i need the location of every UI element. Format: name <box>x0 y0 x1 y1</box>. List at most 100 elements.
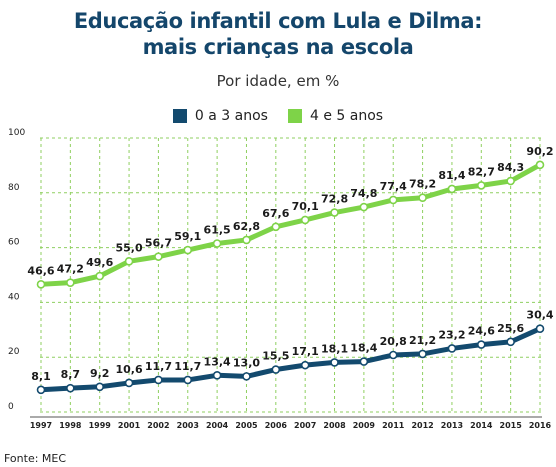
data-label: 13,4 <box>204 355 231 368</box>
data-point <box>36 385 46 395</box>
data-point <box>242 235 251 245</box>
chart-title: Educação infantil com Lula e Dilma: mais… <box>0 8 556 60</box>
data-point <box>388 350 398 360</box>
data-label: 15,5 <box>262 350 289 363</box>
x-tick-label: 2014 <box>470 421 493 430</box>
data-label: 67,6 <box>262 207 289 220</box>
x-tick-label: 2009 <box>353 421 376 430</box>
data-point <box>476 181 486 190</box>
data-point <box>506 337 515 347</box>
data-label: 9,2 <box>90 367 110 380</box>
data-point <box>388 195 398 205</box>
y-tick-label: 20 <box>8 347 20 357</box>
data-label: 46,6 <box>27 264 54 277</box>
data-label: 18,1 <box>321 342 348 355</box>
y-tick-label: 100 <box>8 128 25 138</box>
data-label: 56,7 <box>145 237 172 250</box>
data-point <box>535 324 545 334</box>
data-label: 78,2 <box>409 178 436 191</box>
series-line <box>38 162 543 287</box>
data-label: 81,4 <box>438 169 465 182</box>
data-label: 49,6 <box>86 256 113 269</box>
x-tick-label: 2016 <box>529 421 552 430</box>
data-point <box>154 375 163 385</box>
data-point <box>300 215 310 225</box>
y-tick-label: 60 <box>8 238 20 248</box>
data-point <box>330 208 339 217</box>
data-label: 90,2 <box>526 145 553 158</box>
data-label: 20,8 <box>380 335 407 348</box>
data-point <box>359 357 369 366</box>
data-point <box>124 378 134 388</box>
series-line <box>38 326 543 393</box>
legend-label-0-3: 0 a 3 anos <box>194 108 268 124</box>
data-label: 30,4 <box>526 309 553 322</box>
chart-title-line-2: mais crianças na escola <box>142 35 414 59</box>
data-label: 24,6 <box>468 325 495 338</box>
data-label: 11,7 <box>174 360 201 373</box>
data-label: 74,8 <box>350 187 377 200</box>
data-point <box>183 245 193 255</box>
data-point <box>212 370 222 380</box>
data-point <box>183 375 193 385</box>
data-point <box>95 382 105 392</box>
x-tick-label: 1999 <box>89 421 112 430</box>
data-label: 13,0 <box>233 356 260 369</box>
data-point <box>154 252 163 261</box>
chart-subtitle: Por idade, em % <box>216 72 340 90</box>
data-label: 61,5 <box>204 223 231 236</box>
y-tick-label: 80 <box>8 183 20 193</box>
data-label: 8,7 <box>61 368 81 381</box>
data-point <box>535 160 545 170</box>
x-tick-label: 2002 <box>147 421 169 430</box>
data-point <box>66 278 75 287</box>
x-tick-label: 1997 <box>30 421 52 430</box>
data-label: 55,0 <box>115 241 142 254</box>
legend-item-4-5: 4 e 5 anos <box>287 108 383 124</box>
x-tick-label: 2003 <box>177 421 199 430</box>
data-point <box>447 184 457 194</box>
data-label: 62,8 <box>233 220 260 233</box>
legend-swatch-4-5 <box>287 109 302 123</box>
data-point <box>242 372 251 381</box>
data-label: 18,4 <box>350 342 377 355</box>
data-label: 21,2 <box>409 334 436 347</box>
data-point <box>330 358 339 367</box>
data-label: 17,1 <box>292 345 319 358</box>
y-tick-label: 0 <box>8 402 14 412</box>
x-tick-label: 2011 <box>382 421 405 430</box>
data-point <box>476 340 486 349</box>
data-point <box>212 239 222 248</box>
data-point <box>418 349 427 359</box>
data-point <box>66 383 75 393</box>
data-label: 47,2 <box>57 263 84 276</box>
legend-swatch-0-3 <box>172 109 187 123</box>
data-point <box>124 256 134 266</box>
x-tick-label: 2001 <box>118 421 141 430</box>
data-label: 11,7 <box>145 360 172 373</box>
data-point <box>359 202 369 212</box>
data-point <box>300 360 310 370</box>
y-tick-label: 40 <box>8 292 20 302</box>
chart-legend: 0 a 3 anos 4 e 5 anos <box>0 108 556 124</box>
data-point <box>506 176 515 186</box>
data-label: 72,8 <box>321 193 348 206</box>
data-point <box>447 344 457 353</box>
data-label: 10,6 <box>115 363 142 376</box>
x-tick-label: 2012 <box>411 421 433 430</box>
data-label: 59,1 <box>174 230 201 243</box>
x-tick-label: 2007 <box>294 421 316 430</box>
source-note: Fonte: MEC <box>4 452 67 465</box>
data-label: 84,3 <box>497 161 524 174</box>
x-tick-label: 2004 <box>206 421 229 430</box>
x-tick-label: 1998 <box>59 421 82 430</box>
data-point <box>95 271 105 281</box>
legend-item-0-3: 0 a 3 anos <box>172 108 268 124</box>
x-tick-label: 2015 <box>500 421 523 430</box>
x-tick-label: 2005 <box>235 421 258 430</box>
data-label: 23,2 <box>438 328 465 341</box>
x-tick-label: 2013 <box>441 421 463 430</box>
data-point <box>36 280 46 289</box>
